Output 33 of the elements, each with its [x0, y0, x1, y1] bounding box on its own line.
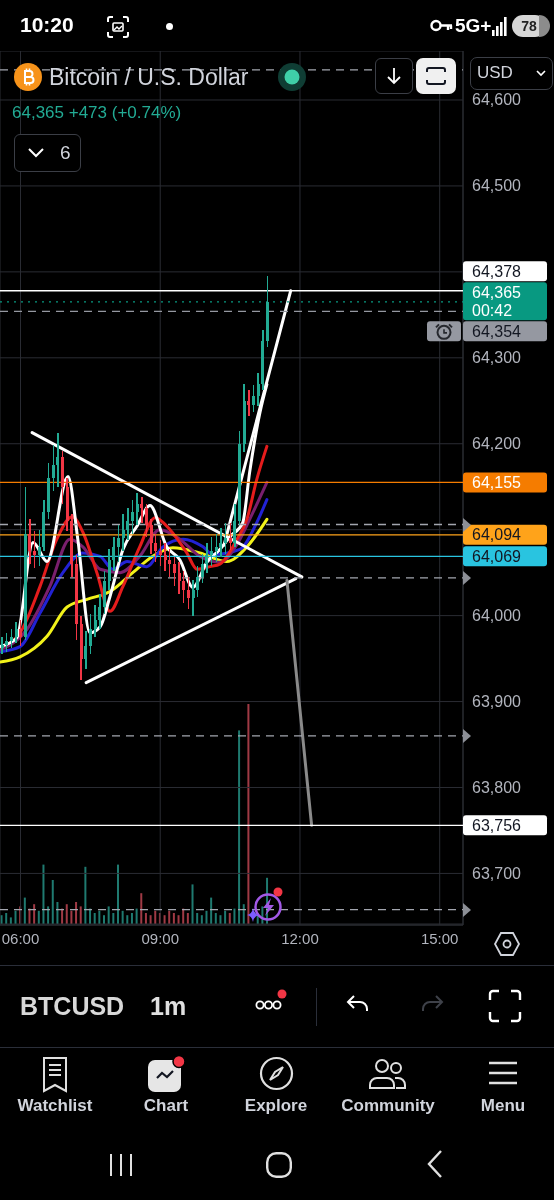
x-tick-label: 09:00: [141, 929, 180, 947]
x-tick-label: 15:00: [420, 929, 459, 947]
x-tick-label: 06:00: [1, 929, 40, 947]
dropdown-button: 6: [14, 134, 81, 172]
x-tick-label: 12:00: [281, 929, 319, 947]
text: Explore: [244, 1096, 308, 1115]
ref-line-label: 64,069: [472, 547, 522, 565]
currency-dropdown: USD: [470, 57, 553, 90]
y-tick-label: 64,500: [472, 177, 522, 195]
text: BTCUSD: [20, 992, 125, 1020]
ref-line-label: 63,756: [472, 816, 522, 834]
y-tick-label: 64,000: [472, 607, 522, 625]
ref-line-label: 64,378: [472, 262, 522, 280]
y-tick-label: 64,300: [472, 349, 522, 367]
y-tick-label: 63,700: [472, 864, 522, 882]
y-tick-label: 64,200: [472, 435, 522, 453]
text: Bitcoin / U.S. Dollar: [49, 64, 249, 90]
ref-line-label: 64,155: [472, 473, 522, 491]
text: 5G+: [455, 15, 492, 36]
text: 1m: [150, 992, 187, 1020]
text: 64,365 +473 (+0.74%): [12, 103, 182, 122]
y-tick-label: 63,900: [472, 693, 522, 711]
annotation: 6: [60, 142, 71, 163]
text: 10:20: [20, 13, 74, 36]
y-tick-label: 64,600: [472, 91, 522, 109]
legend-label: 64,354: [472, 322, 522, 340]
text: Watchlist: [17, 1096, 93, 1115]
text: Menu: [480, 1096, 526, 1115]
ref-line-label: 64,094: [472, 526, 522, 544]
text: Chart: [143, 1096, 189, 1115]
ref-line-label: 64,365 00:42: [472, 283, 522, 319]
text: Community: [341, 1096, 435, 1115]
y-tick-label: 63,800: [472, 779, 522, 796]
